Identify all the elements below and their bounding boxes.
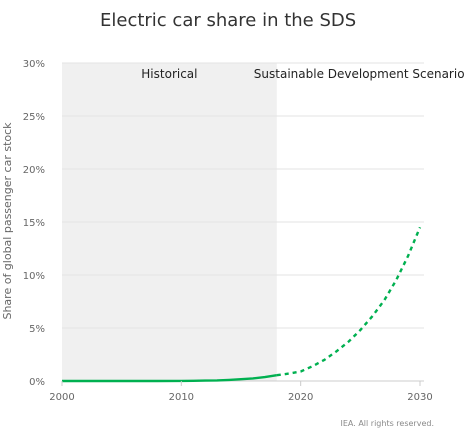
historical-series-line — [62, 374, 277, 383]
y-tick-label: 30% — [23, 59, 45, 70]
x-tick-label: 2030 — [407, 392, 432, 403]
y-tick-label: 25% — [23, 112, 45, 123]
credit-text: IEA. All rights reserved. — [341, 419, 435, 428]
y-tick-label: 15% — [23, 218, 45, 229]
projection-series-line — [276, 226, 422, 377]
y-tick-label: 10% — [23, 271, 45, 282]
y-axis-label: Share of global passenger car stock — [1, 122, 14, 320]
x-tick-label: 2020 — [288, 392, 313, 403]
x-tick-label: 2010 — [169, 392, 194, 403]
y-tick-label: 20% — [23, 165, 45, 176]
chart-title: Electric car share in the SDS — [100, 10, 356, 31]
y-tick-label: 5% — [29, 324, 45, 335]
y-tick-label: 0% — [29, 377, 45, 388]
x-tick-label: 2000 — [49, 392, 74, 403]
region-label-historical: Historical — [141, 67, 197, 81]
region-label-sds: Sustainable Development Scenario — [254, 67, 465, 81]
